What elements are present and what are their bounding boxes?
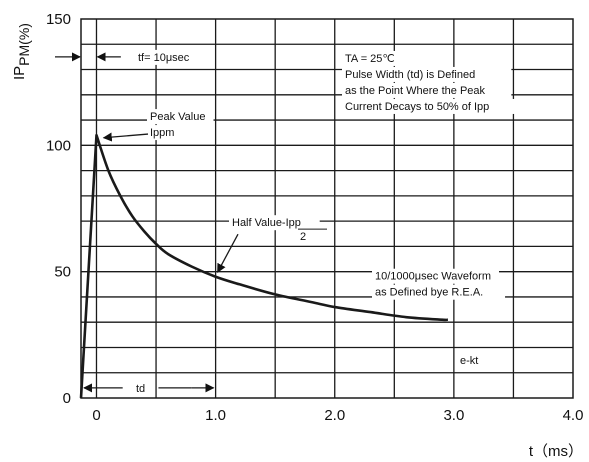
td-label: td	[136, 383, 145, 395]
y-tick-label: 50	[54, 264, 71, 281]
conditions-line-bg	[342, 98, 518, 114]
plot-frame	[80, 18, 574, 399]
curve-layer	[79, 133, 449, 399]
conditions-line: as the Point Where the Peak	[345, 85, 486, 97]
y-tick-label: 100	[46, 137, 71, 154]
y-tick-label: 0	[63, 390, 71, 407]
grid-layer	[80, 18, 574, 399]
x-tick-label: 2.0	[324, 407, 345, 424]
peak-label-line1: Peak Value	[150, 111, 205, 123]
x-tick-label: 4.0	[563, 407, 584, 424]
x-tick-label: 0	[92, 407, 100, 424]
x-axis-label: t（ms）	[529, 443, 583, 460]
annotation-layer: tf= 10μsec TA = 25℃ Pulse Width (td) is De…	[55, 49, 518, 395]
peak-label-line2: Ippm	[150, 127, 174, 139]
waveform-label-line1-bg	[372, 268, 499, 284]
conditions-line-bg	[342, 50, 397, 66]
half-value-label: Half Value-Ipp	[232, 217, 301, 229]
conditions-line: Pulse Width (td) is Defined	[345, 69, 475, 81]
peak-arrow	[102, 132, 149, 142]
svg-text:IPPM(%): IPPM(%)	[11, 23, 32, 80]
y-tick-label: 150	[46, 11, 71, 28]
half-value-arrow	[217, 233, 239, 273]
half-value-denominator: 2	[300, 231, 306, 243]
waveform-label-line2: as Defined bye R.E.A.	[375, 287, 483, 299]
tick-label-layer: 0 1.0 2.0 3.0 4.0 0 50 100 150	[46, 11, 583, 424]
waveform-label-line2-bg	[372, 284, 506, 300]
peak-label-line1-bg	[147, 109, 214, 125]
pulse-curve	[79, 133, 449, 399]
ekt-label-bg	[457, 353, 488, 369]
conditions-line-bg	[342, 66, 512, 82]
conditions-line-bg	[342, 82, 512, 98]
peak-label-line2-bg	[147, 125, 178, 141]
conditions-line: Current Decays to 50% of Ipp	[345, 101, 489, 113]
x-tick-label: 1.0	[205, 407, 226, 424]
waveform-label-line1: 10/1000μsec Waveform	[375, 271, 491, 283]
half-value-label-bg	[229, 215, 320, 231]
ekt-label: e-kt	[460, 355, 478, 367]
tf-label-bg	[135, 49, 202, 65]
tf-label: tf= 10μsec	[138, 52, 190, 64]
y-axis-label: IPPM(%)	[11, 23, 32, 80]
conditions-line: TA = 25℃	[345, 53, 395, 65]
x-tick-label: 3.0	[443, 407, 464, 424]
